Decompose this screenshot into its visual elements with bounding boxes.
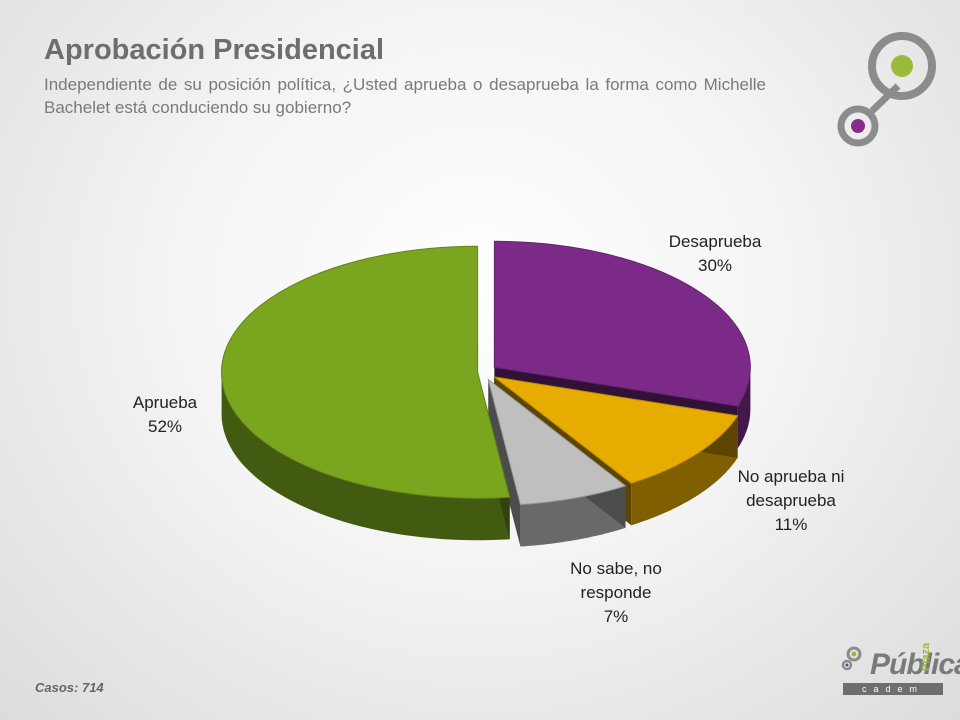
slice-desaprueba xyxy=(493,240,751,407)
slice-no-aprueba xyxy=(493,376,739,484)
label-no-sabe-line1: No sabe, no xyxy=(570,559,662,578)
label-no-aprueba-line2: desaprueba xyxy=(746,491,836,510)
slice-no-sabe xyxy=(487,378,627,506)
page-title: Aprobación Presidencial xyxy=(44,34,385,66)
label-no-aprueba-line1: No aprueba ni xyxy=(737,467,845,486)
slice-aprueba xyxy=(221,245,511,499)
label-aprueba: Aprueba 52% xyxy=(95,391,235,439)
cases-count: Casos: 714 xyxy=(35,680,104,695)
label-aprueba-name: Aprueba xyxy=(132,393,198,412)
label-no-aprueba: No aprueba ni desaprueba 11% xyxy=(716,465,866,537)
slice-no-aprueba-side xyxy=(631,415,738,526)
label-desaprueba-value: 30% xyxy=(697,256,733,275)
page-subtitle: Independiente de su posición política, ¿… xyxy=(44,75,766,117)
decorative-circles-icon xyxy=(837,32,936,147)
label-no-aprueba-value: 11% xyxy=(774,515,808,534)
brand-plaza: Plaza xyxy=(920,642,932,671)
label-aprueba-value: 52% xyxy=(147,417,183,436)
label-no-sabe-line2: responde xyxy=(580,583,652,602)
slice-aprueba-side xyxy=(221,372,510,541)
label-desaprueba-name: Desaprueba xyxy=(668,232,762,251)
slice-no-sabe-cut-face xyxy=(488,379,521,547)
label-no-sabe-value: 7% xyxy=(603,607,629,626)
brand-word: Pública xyxy=(870,648,960,681)
label-no-sabe: No sabe, no responde 7% xyxy=(541,557,691,629)
label-desaprueba: Desaprueba 30% xyxy=(640,230,790,278)
brand-cadem: cadem xyxy=(843,683,943,695)
brand-logo-icon xyxy=(841,646,862,671)
